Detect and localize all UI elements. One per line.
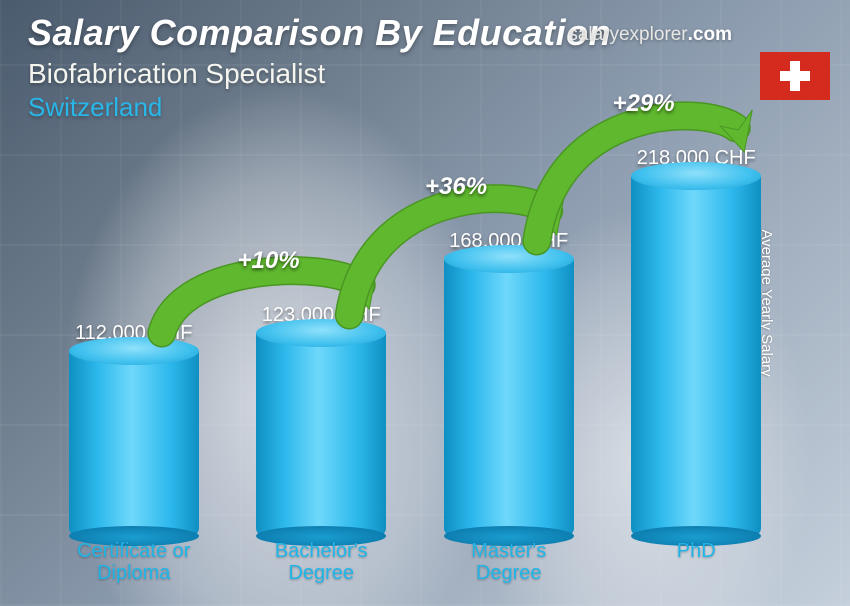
x-axis-label: Bachelor'sDegree <box>234 540 409 586</box>
x-axis-labels: Certificate orDiploma Bachelor'sDegree Mas… <box>40 540 790 586</box>
site-watermark: salaryexplorer.com <box>568 24 732 46</box>
country-label: Switzerland <box>28 92 822 123</box>
x-axis-label: PhD <box>609 540 784 586</box>
site-suffix: .com <box>688 24 732 45</box>
flag-cross-icon <box>780 61 810 91</box>
bar-group: 168,000 CHF <box>421 230 596 536</box>
bar <box>631 176 761 536</box>
bar-group: 218,000 CHF <box>609 147 784 536</box>
site-prefix: salaryexplorer <box>568 24 687 45</box>
bar-group: 123,000 CHF <box>234 304 409 536</box>
x-axis-label: Certificate orDiploma <box>46 540 221 586</box>
bars-container: 112,000 CHF123,000 CHF168,000 CHF218,000… <box>40 146 790 536</box>
bar-group: 112,000 CHF <box>46 322 221 536</box>
bar <box>444 259 574 536</box>
bar-chart: 112,000 CHF123,000 CHF168,000 CHF218,000… <box>40 146 790 586</box>
bar <box>69 351 199 536</box>
subtitle: Biofabrication Specialist <box>28 58 822 90</box>
flag-switzerland <box>760 52 830 100</box>
bar <box>256 333 386 536</box>
x-axis-label: Master'sDegree <box>421 540 596 586</box>
